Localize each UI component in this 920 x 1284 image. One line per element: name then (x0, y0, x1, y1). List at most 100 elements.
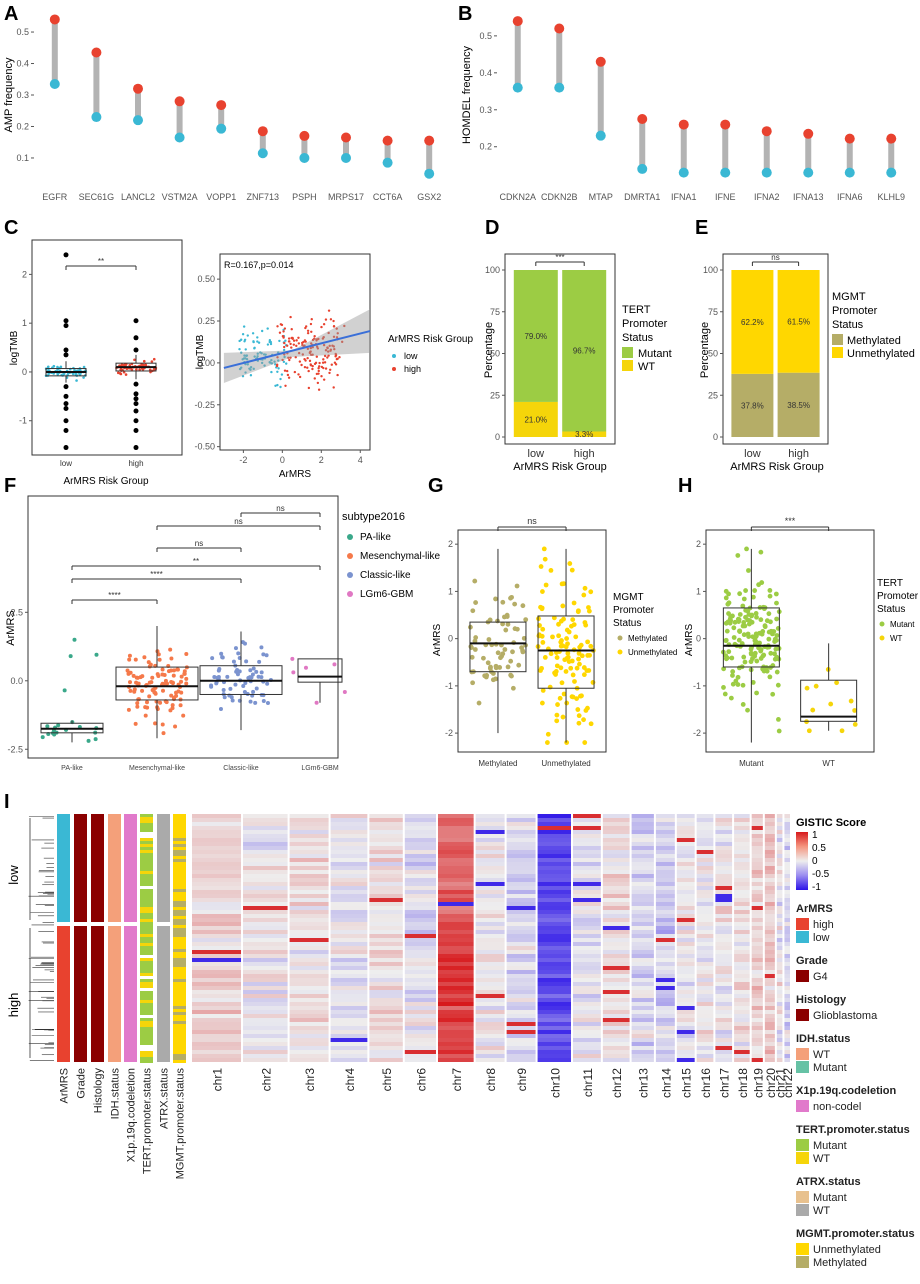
heat-cell (506, 1026, 536, 1030)
low-point (595, 130, 606, 141)
heat-cell (404, 842, 436, 846)
annotation-armrs (57, 926, 70, 1062)
heat-cell (734, 1034, 750, 1038)
heat-cell (784, 1018, 790, 1022)
data-point (574, 665, 580, 671)
annotation-cell (140, 877, 153, 880)
heat-cell (289, 866, 329, 870)
heat-cell (764, 870, 775, 874)
data-point (135, 368, 138, 371)
heat-cell (734, 1038, 750, 1042)
legend-swatch (796, 970, 809, 982)
high-point (295, 344, 298, 348)
heat-cell (537, 882, 572, 886)
heat-cell (369, 906, 403, 910)
heat-cell (506, 974, 536, 978)
heat-cell (764, 990, 775, 994)
heat-cell (369, 998, 403, 1002)
annotation-cell (140, 859, 153, 862)
x-tick-label: IFNE (715, 192, 736, 202)
data-point (748, 646, 754, 652)
heat-cell (437, 962, 474, 966)
high-point (308, 351, 312, 355)
heat-cell (655, 942, 675, 946)
heat-cell (506, 898, 536, 902)
legend-swatch (796, 1100, 809, 1112)
data-point (116, 371, 120, 375)
heat-cell (715, 986, 733, 990)
data-point (776, 717, 781, 722)
heat-cell (369, 874, 403, 878)
annotation-cell (173, 952, 186, 955)
heat-cell (192, 842, 242, 846)
heat-cell (192, 862, 242, 866)
data-point (75, 379, 78, 382)
heat-cell (734, 854, 750, 858)
data-point (170, 680, 175, 685)
heat-cell (369, 922, 403, 926)
heat-cell (243, 958, 288, 962)
x-tick-label: CDKN2A (499, 192, 536, 202)
heat-cell (676, 914, 695, 918)
heat-cell (676, 922, 695, 926)
heat-cell (192, 1058, 242, 1062)
data-point (502, 647, 508, 652)
data-point (731, 635, 737, 640)
legend-item-label: Glioblastoma (813, 1010, 878, 1022)
heat-cell (537, 874, 572, 878)
heat-cell (330, 946, 368, 950)
heat-cell (573, 1026, 601, 1030)
heat-cell (715, 874, 733, 878)
data-point (182, 669, 187, 674)
heat-cell (243, 826, 288, 830)
legend-methylated-label: Methylated (847, 335, 901, 347)
heat-cell (192, 1050, 242, 1054)
annotation-cell (140, 886, 153, 889)
data-point (170, 706, 175, 711)
annotation-cell (173, 931, 186, 934)
high-point (298, 360, 302, 363)
heat-cell (631, 1058, 654, 1062)
heat-cell (243, 1038, 288, 1042)
heat-cell (437, 910, 474, 914)
heat-cell (764, 874, 775, 878)
heat-cell (776, 994, 783, 998)
heat-cell (506, 962, 536, 966)
annotation-cell (173, 1030, 186, 1033)
data-point (574, 696, 580, 702)
heat-cell (243, 922, 288, 926)
panel-label-G: G (428, 475, 444, 497)
x-tick-label: CDKN2B (541, 192, 578, 202)
legend-low-label: low (404, 351, 418, 361)
y-tick-label: 0.00 (197, 358, 215, 368)
low-point (273, 360, 276, 363)
heat-cell (602, 862, 630, 866)
annotation-cell (173, 940, 186, 943)
heat-cell (784, 1034, 790, 1038)
legend-title-line-3: Status (622, 332, 654, 344)
annotation-cell (140, 952, 153, 955)
heat-cell (475, 1026, 505, 1030)
heat-cell (437, 1022, 474, 1026)
high-point (282, 345, 286, 349)
annotation-idh-status (108, 814, 121, 922)
data-point (508, 658, 514, 664)
annotation-grade (74, 926, 87, 1062)
heat-cell (784, 998, 790, 1002)
heat-cell (289, 894, 329, 898)
heat-cell (715, 886, 733, 890)
heat-cell (437, 818, 474, 822)
legend-item-label: non-codel (813, 1101, 861, 1113)
annotation-cell (173, 1048, 186, 1051)
chromosome-label: chr21 (774, 1068, 788, 1098)
heat-cell (751, 1010, 763, 1014)
annotation-cell (173, 970, 186, 973)
heat-cell (330, 910, 368, 914)
heat-cell (437, 926, 474, 930)
data-point (221, 688, 226, 693)
heat-cell (734, 862, 750, 866)
high-point (284, 384, 287, 387)
chromosome-label: chr10 (548, 1068, 562, 1098)
x-tick-label: 0 (280, 455, 285, 465)
data-point (127, 657, 132, 662)
